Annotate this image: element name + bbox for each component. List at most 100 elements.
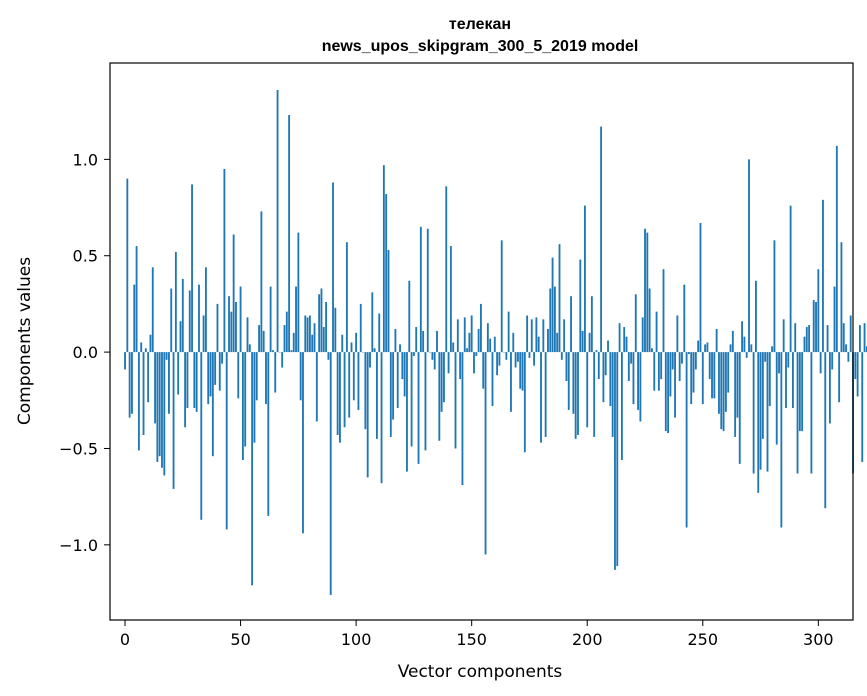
bar (401, 352, 404, 380)
bar (378, 313, 381, 353)
chart-title-line-2: news_upos_skipgram_300_5_2019 model (322, 38, 639, 55)
bar (699, 222, 702, 353)
bar (678, 352, 681, 382)
bar (731, 330, 734, 353)
bar (637, 352, 639, 410)
bar (660, 352, 663, 380)
bar (440, 352, 443, 412)
bar (507, 311, 510, 353)
bar (137, 352, 140, 451)
bar (757, 352, 760, 493)
bar (512, 332, 515, 353)
bar (523, 352, 526, 453)
bar (262, 330, 265, 353)
bar (329, 352, 332, 595)
bar (651, 348, 653, 353)
bar (708, 352, 711, 380)
bar (750, 344, 753, 353)
bar (748, 159, 750, 353)
bar (214, 352, 217, 385)
bar (235, 301, 237, 353)
bar (835, 145, 838, 353)
bar (519, 352, 522, 389)
bar (237, 352, 240, 399)
bar (840, 242, 843, 353)
bar (634, 294, 637, 353)
bar (339, 352, 341, 443)
bar (373, 348, 376, 353)
bar (701, 352, 704, 405)
bar (759, 352, 762, 470)
bar (193, 352, 196, 408)
x-tick-label: 0 (120, 630, 130, 649)
bar (454, 352, 457, 449)
bar (154, 352, 156, 424)
bar (177, 352, 180, 395)
bar (856, 352, 859, 397)
bar (764, 352, 767, 362)
bar (697, 340, 700, 353)
y-tick-label: 0.0 (73, 343, 98, 362)
bar (780, 352, 783, 528)
bar (789, 205, 792, 353)
bar (241, 352, 244, 461)
bar (459, 352, 462, 380)
bar (484, 352, 487, 555)
bar (782, 319, 785, 353)
bar (588, 332, 591, 353)
bar (533, 352, 535, 366)
bar (184, 352, 187, 428)
bar (376, 352, 378, 439)
bar (644, 228, 646, 353)
bar (597, 352, 600, 380)
bar (847, 352, 850, 362)
bar (611, 352, 614, 437)
bar (200, 352, 203, 520)
bar (838, 352, 841, 403)
bar (325, 301, 328, 353)
bar (729, 344, 732, 353)
bar (191, 184, 193, 353)
x-tick-label: 150 (456, 630, 487, 649)
bar (124, 352, 126, 370)
bar (842, 323, 845, 353)
bar (567, 352, 570, 410)
bar (771, 346, 774, 353)
bar (662, 269, 665, 353)
bar (399, 344, 401, 353)
bar (151, 267, 154, 353)
bar (394, 328, 397, 353)
bar (810, 352, 813, 474)
bar (863, 323, 866, 353)
bar (140, 342, 143, 353)
bar (443, 352, 445, 403)
bar (322, 327, 325, 353)
bar (577, 352, 579, 435)
bar (544, 352, 547, 437)
x-tick-label: 50 (230, 630, 250, 649)
x-tick-label: 250 (688, 630, 719, 649)
bar (500, 240, 503, 353)
bar (734, 352, 737, 437)
bar (422, 330, 425, 353)
y-tick-label: −1.0 (59, 536, 98, 555)
bar (720, 352, 723, 430)
bar (352, 352, 355, 401)
bar (149, 334, 152, 353)
bar (258, 325, 260, 353)
bar (669, 352, 672, 397)
bar (436, 330, 438, 353)
bar (417, 352, 420, 464)
bar (260, 211, 263, 353)
bar (692, 352, 695, 393)
bar (470, 315, 473, 353)
bar (128, 352, 131, 418)
bar (382, 165, 385, 353)
bar (195, 352, 198, 412)
bar (528, 352, 531, 358)
bar (292, 332, 295, 353)
bar (211, 352, 214, 457)
bar (276, 89, 279, 353)
bar (285, 311, 288, 353)
